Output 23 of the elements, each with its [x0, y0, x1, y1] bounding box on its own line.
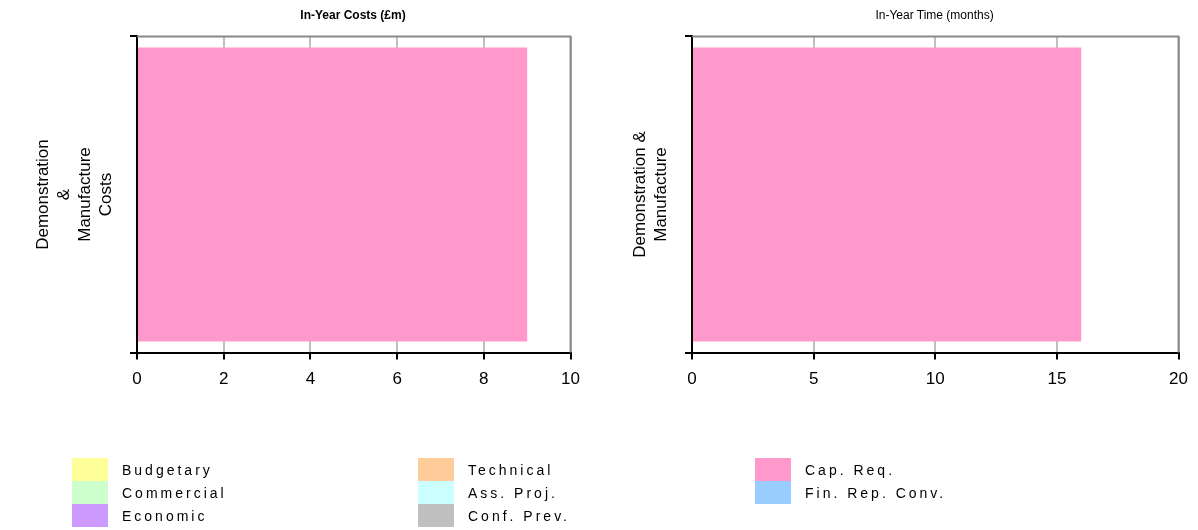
x-tick-label: 2: [218, 369, 229, 389]
x-tick-label: 10: [925, 369, 945, 389]
chart-title: In-Year Time (months): [875, 7, 994, 22]
legend-label: Cap. Req.: [805, 461, 896, 478]
y-tick-label: Demonstration & Manufacture: [629, 130, 670, 258]
x-tick-label: 4: [305, 369, 316, 389]
legend-label: Economic: [122, 507, 208, 524]
x-tick-label: 10: [561, 369, 581, 389]
legend-label: Ass. Proj.: [468, 484, 558, 501]
x-tick-label: 5: [808, 369, 819, 389]
legend-label: Commercial: [122, 484, 227, 501]
legend-label: Technical: [468, 461, 554, 478]
x-tick-label: 6: [392, 369, 402, 389]
x-tick-label: 0: [687, 369, 697, 389]
legend-label: Fin. Rep. Conv.: [805, 484, 947, 501]
x-tick-label: 0: [132, 369, 142, 389]
x-tick-label: 8: [479, 369, 489, 389]
y-tick-label: Demonstration & Manufacture Costs: [32, 139, 115, 250]
x-tick-label: 15: [1047, 369, 1067, 389]
legend-label: Budgetary: [122, 461, 213, 478]
chart-title: In-Year Costs (£m): [300, 7, 406, 22]
x-tick-label: 20: [1169, 369, 1189, 389]
legend-label: Conf. Prev.: [468, 507, 570, 524]
